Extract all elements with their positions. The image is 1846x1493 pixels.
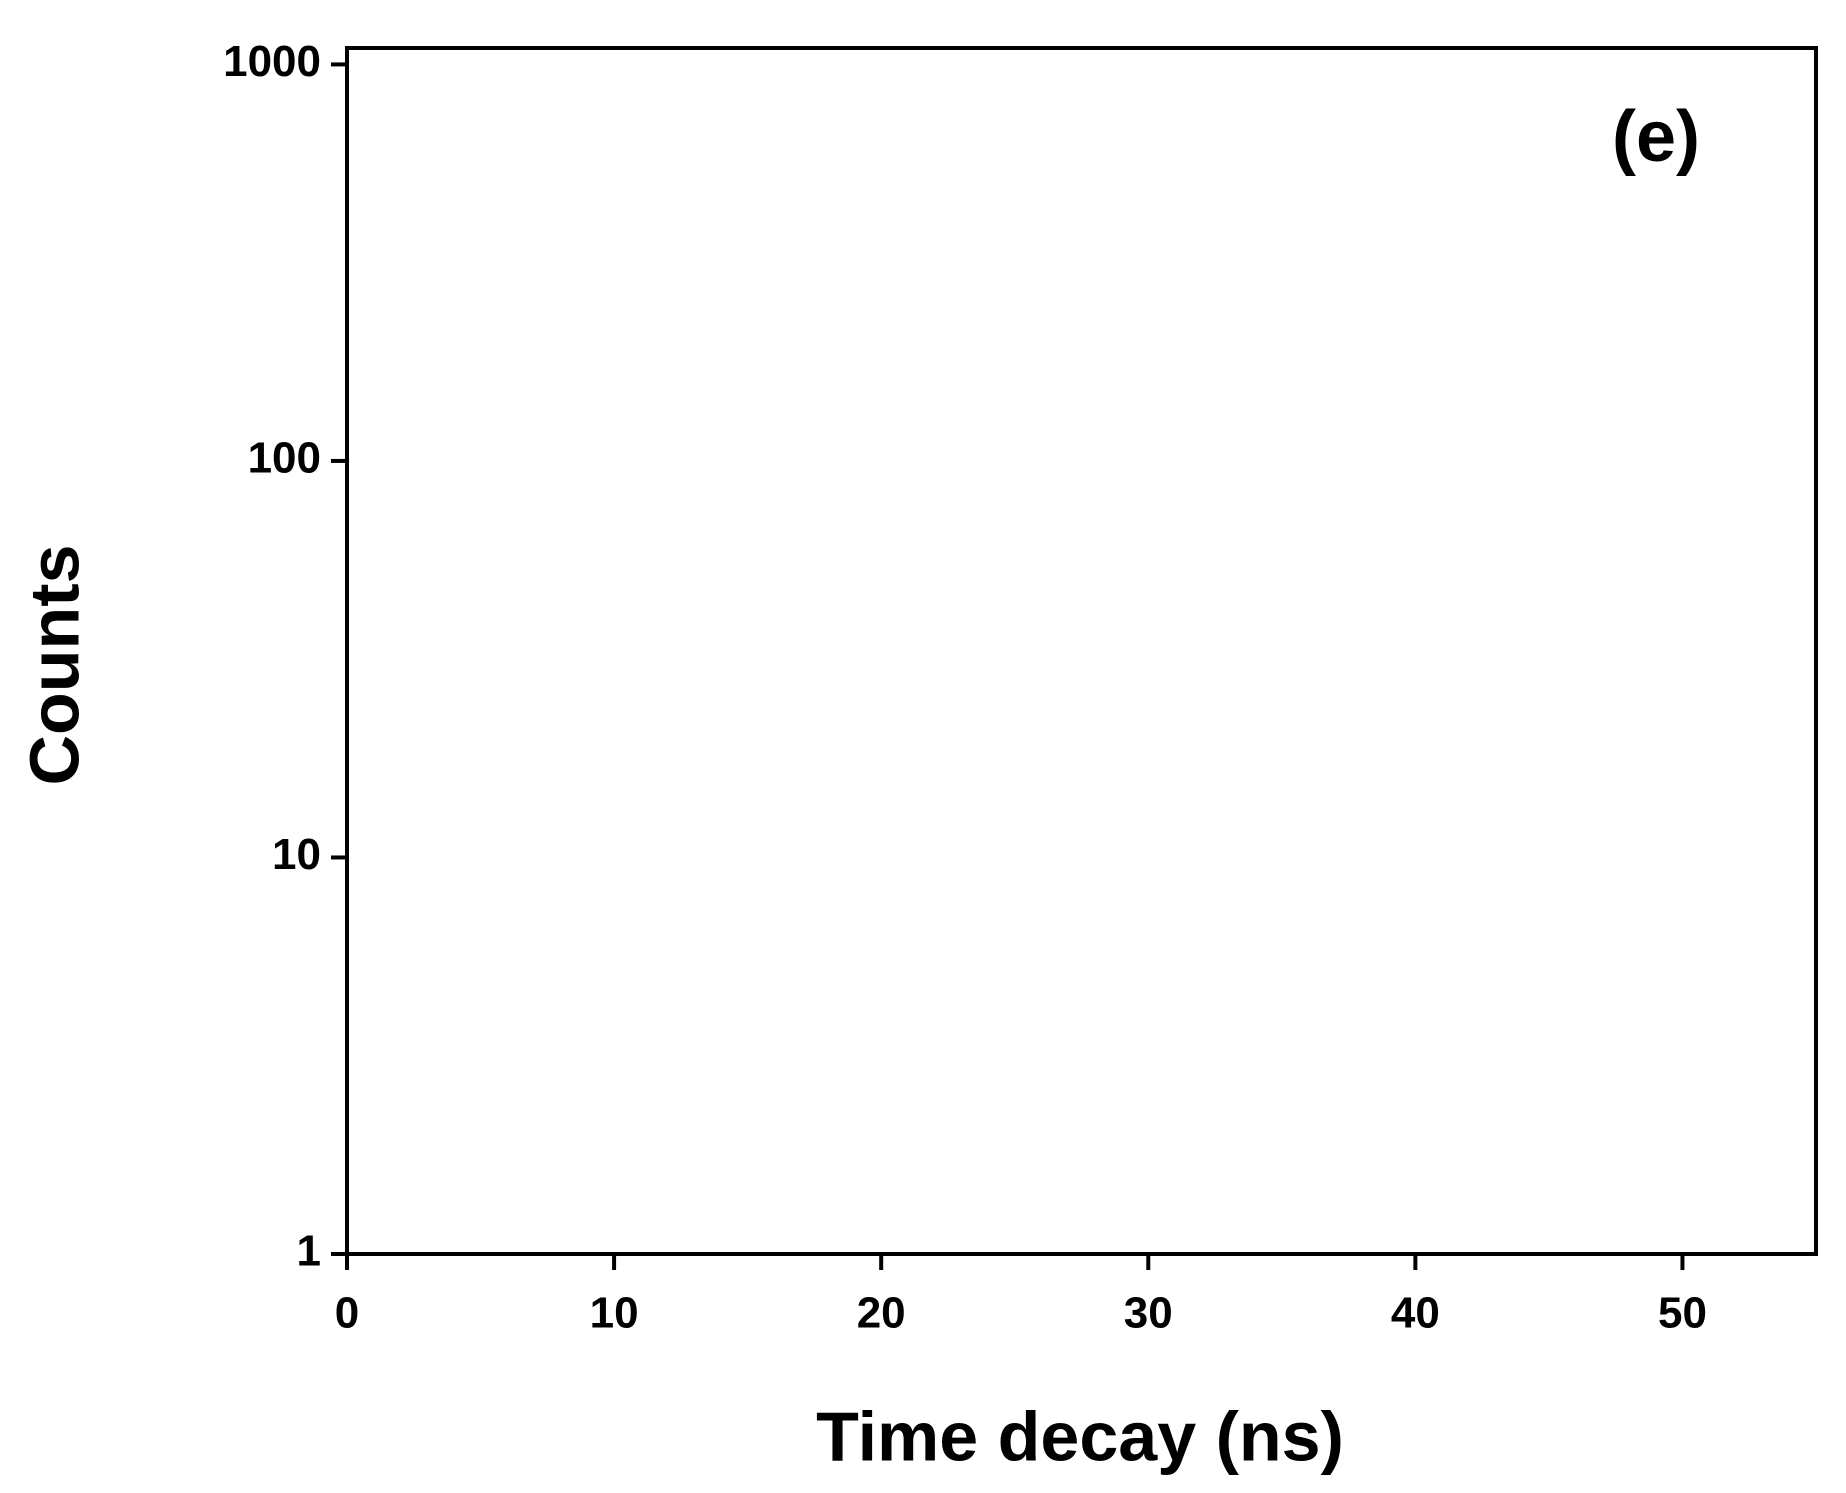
x-tick-label: 10: [590, 1289, 639, 1338]
y-tick-label: 10: [272, 830, 321, 879]
y-tick-label: 1000: [223, 37, 321, 86]
x-tick-label: 20: [857, 1289, 906, 1338]
y-tick-label: 100: [248, 434, 321, 483]
y-tick-label: 1: [297, 1227, 321, 1276]
y-axis-title: Counts: [15, 544, 93, 785]
plot-frame: [345, 46, 1818, 1256]
annotation: (e): [1612, 97, 1700, 177]
x-axis-title: Time decay (ns): [816, 1397, 1344, 1475]
x-tick-label: 0: [335, 1289, 359, 1338]
x-tick-label: 30: [1124, 1289, 1173, 1338]
x-tick-label: 40: [1391, 1289, 1440, 1338]
x-tick-label: 50: [1658, 1289, 1707, 1338]
